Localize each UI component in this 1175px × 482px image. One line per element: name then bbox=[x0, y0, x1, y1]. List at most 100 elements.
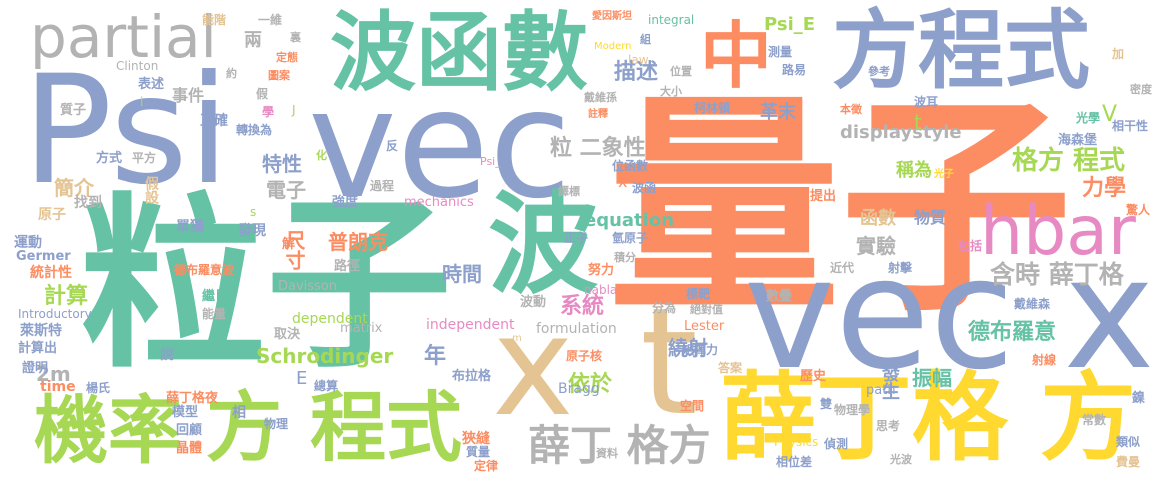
word-shiyan: 實驗 bbox=[856, 234, 896, 258]
word-boer: 波耳 bbox=[914, 95, 939, 109]
word-yiyu: 依於 bbox=[568, 372, 613, 397]
word-fangchengshi: 方程式 bbox=[832, 1, 1090, 101]
word-laisite: 萊斯特 bbox=[20, 323, 62, 339]
word-lizi: 粒子 bbox=[80, 176, 453, 393]
word-daan: 答案 bbox=[718, 361, 743, 375]
word-xitong: 系統 bbox=[560, 294, 605, 319]
word-bodong: 波動 bbox=[520, 295, 547, 310]
word-zhence: 偵測 bbox=[824, 437, 849, 451]
word-wulixue: 物理學 bbox=[834, 403, 871, 417]
word-daxiao: 大小 bbox=[660, 85, 682, 98]
word-davisson: Davisson bbox=[278, 279, 338, 294]
word-yibiao: 譯標 bbox=[558, 185, 580, 198]
word-celiang: 測量 bbox=[768, 45, 793, 59]
word-fenwei: 分為 bbox=[652, 301, 677, 315]
word-tongjixing: 統計性 bbox=[30, 265, 72, 281]
word-nabla: nabla bbox=[584, 283, 618, 297]
word-lujing: 路徑 bbox=[334, 259, 361, 274]
word-li: 裏 bbox=[290, 31, 301, 44]
word-lishi: 歷史 bbox=[800, 369, 827, 384]
word-psi-under: Psi_ bbox=[480, 155, 501, 168]
word-xiafeng: 狹縫 bbox=[462, 431, 490, 447]
word-hanshi-xuedingge: 含時 薛丁格 bbox=[990, 260, 1124, 289]
word-leisi: 類似 bbox=[1116, 435, 1141, 449]
word-aiyinsitan: 愛因斯坦 bbox=[592, 11, 632, 22]
word-xiangweicha: 相位差 bbox=[776, 455, 813, 469]
word-yundong: 運動 bbox=[14, 235, 42, 251]
word-J: J bbox=[292, 103, 296, 117]
word-xuedinggeye: 薛丁格夜 bbox=[166, 391, 219, 406]
word-jisuan: 計算 bbox=[44, 284, 89, 309]
word-zhaodao: 找到 bbox=[74, 195, 102, 211]
word-gemo: 革末 bbox=[760, 102, 796, 123]
word-raoshe: 繞射 bbox=[668, 336, 708, 360]
word-feiman: 費曼 bbox=[1116, 455, 1141, 469]
word-shijian2: 事件 bbox=[172, 86, 205, 105]
word-E: E bbox=[296, 368, 308, 389]
word-jiashe: 假設 bbox=[143, 176, 159, 204]
word-jianjie: 簡介 bbox=[54, 176, 94, 200]
word-formulation: formulation bbox=[536, 321, 617, 337]
word-haisenbao: 海森堡 bbox=[1058, 133, 1098, 148]
word-qiangdu: 強度 bbox=[332, 195, 359, 210]
word-xueding-gefang: 薛丁 格方 bbox=[528, 421, 711, 470]
word-lester: Lester bbox=[684, 319, 725, 334]
word-jisuanchu: 計算出 bbox=[18, 341, 58, 356]
word-huigu: 回顧 bbox=[176, 423, 203, 438]
word-matrix: matrix bbox=[340, 321, 383, 336]
word-bo: 波 bbox=[488, 181, 598, 309]
word-schrodinger: Schrodinger bbox=[256, 344, 394, 368]
word-xiangganxing: 相干性 bbox=[1112, 119, 1149, 133]
word-vec: vec bbox=[308, 58, 572, 232]
word-daiweisun: 戴維孫 bbox=[584, 91, 617, 104]
word-planck: 普朗克 bbox=[328, 230, 388, 254]
word-sikao: 思考 bbox=[876, 419, 901, 433]
word-fang: 方 bbox=[1040, 362, 1136, 474]
word-tuan: 圖案 bbox=[268, 69, 290, 82]
word-bohan: 波函 bbox=[632, 181, 657, 195]
word-nuli: 努力 bbox=[588, 263, 615, 278]
word-li-erxiangxing: 粒 二象性 bbox=[550, 136, 646, 161]
word-integral: integral bbox=[648, 13, 695, 27]
word-jilv: 機率 bbox=[34, 388, 182, 474]
word-kongjian: 空間 bbox=[680, 399, 705, 413]
word-independent: independent bbox=[426, 317, 515, 333]
word-dianzi: 電子 bbox=[266, 178, 306, 202]
word-t-small: t bbox=[914, 110, 922, 134]
word-clinton: Clinton bbox=[116, 59, 159, 73]
word-tichu: 提出 bbox=[810, 189, 837, 204]
word-jingren: 驚人 bbox=[1126, 203, 1151, 217]
word-moxing: 模型 bbox=[172, 405, 199, 420]
word-qujue: 取決 bbox=[274, 327, 301, 342]
word-jieli: 繼日 bbox=[202, 289, 229, 304]
word-x-big: x bbox=[492, 286, 574, 447]
word-chengshi: 程式 bbox=[310, 383, 462, 472]
word-shuo: 說 bbox=[160, 347, 174, 363]
word-physics: Physics bbox=[774, 435, 819, 449]
word-dinglv: 定律 bbox=[474, 459, 499, 473]
word-modern: Modern bbox=[594, 41, 632, 52]
word-zhengque: 正確 bbox=[200, 113, 228, 129]
word-fan: 反 bbox=[386, 139, 399, 153]
word-xuedingge: 薛丁格 bbox=[720, 362, 1008, 474]
word-path: path bbox=[866, 383, 896, 398]
word-texing: 特性 bbox=[262, 152, 302, 176]
word-introductory: Introductory bbox=[18, 307, 92, 321]
word-gefang-chengshi: 格方 程式 bbox=[1012, 146, 1126, 176]
word-daiweisen: 戴維森 bbox=[1014, 297, 1051, 311]
word-jia2: 假 bbox=[256, 87, 269, 101]
word-jia: 加 bbox=[1112, 47, 1125, 61]
word-kelindun: 柯林頓 bbox=[694, 101, 731, 115]
word-bohanshu: 波函數 bbox=[330, 3, 588, 103]
word-biaoshu: 表述 bbox=[138, 77, 165, 92]
word-zu: 組 bbox=[640, 33, 651, 46]
word-baokuo: 包括 bbox=[958, 239, 983, 253]
word-fangshi: 方式 bbox=[96, 151, 123, 166]
word-jindai: 近代 bbox=[830, 261, 855, 275]
word-sheji: 射擊 bbox=[888, 261, 913, 275]
word-nengjie: 能階 bbox=[202, 13, 227, 27]
word-psi: Psi bbox=[22, 44, 230, 218]
word-equation: equation bbox=[584, 210, 675, 231]
word-shijian: 時間 bbox=[442, 262, 482, 286]
